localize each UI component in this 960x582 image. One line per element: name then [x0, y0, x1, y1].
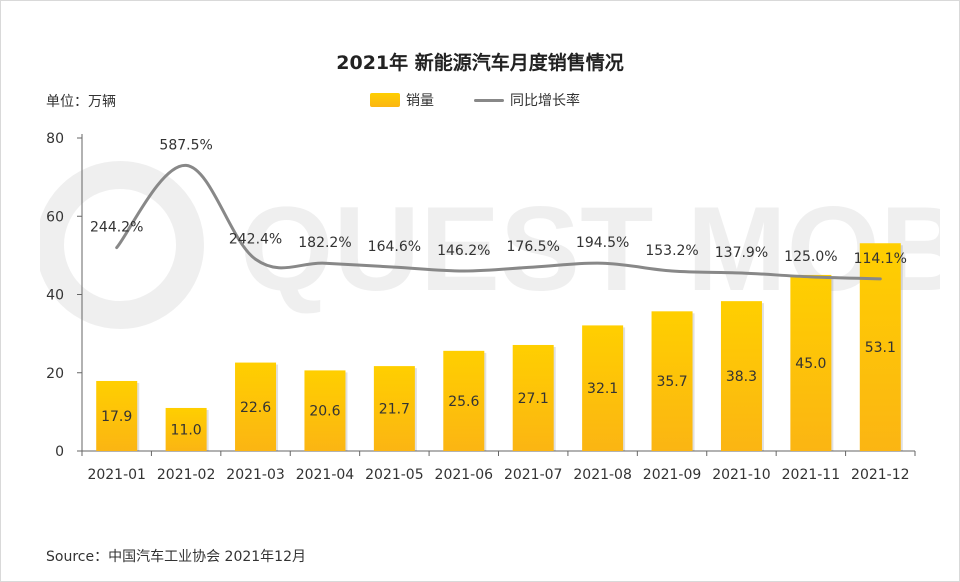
x-tick-label: 2021-04 [296, 467, 355, 483]
unit-label: 单位：万辆 [46, 94, 116, 110]
bar-value-label: 32.1 [587, 381, 618, 397]
x-tick-label: 2021-01 [87, 467, 146, 483]
bar-value-label: 53.1 [865, 340, 896, 356]
x-tick-label: 2021-10 [712, 467, 771, 483]
growth-value-label: 176.5% [507, 239, 560, 255]
growth-value-label: 114.1% [854, 251, 907, 267]
bar-value-label: 17.9 [101, 409, 132, 425]
bar-value-label: 21.7 [379, 402, 410, 418]
growth-value-label: 244.2% [90, 220, 143, 236]
bar [582, 325, 624, 451]
growth-value-label: 164.6% [368, 239, 421, 255]
bar [720, 301, 762, 451]
y-tick-label: 60 [46, 209, 64, 225]
growth-value-label: 146.2% [437, 243, 490, 259]
x-tick-label: 2021-06 [435, 467, 494, 483]
growth-value-label: 242.4% [229, 231, 282, 247]
x-tick-label: 2021-08 [573, 467, 632, 483]
legend-bar-swatch [370, 93, 400, 107]
growth-value-label: 153.2% [645, 243, 698, 259]
bar [304, 370, 346, 451]
bar [165, 407, 207, 451]
x-tick-label: 2021-09 [643, 467, 702, 483]
growth-value-label: 587.5% [159, 137, 212, 153]
chart-title: 2021年 新能源汽车月度销售情况 [336, 52, 624, 74]
x-tick-label: 2021-12 [851, 467, 910, 483]
bar-value-label: 35.7 [656, 374, 687, 390]
x-tick-label: 2021-03 [226, 467, 285, 483]
growth-value-label: 125.0% [784, 249, 837, 265]
bar-value-label: 22.6 [240, 400, 271, 416]
source-note: Source：中国汽车工业协会 2021年12月 [46, 549, 306, 565]
bar [235, 362, 277, 451]
bar-value-label: 25.6 [448, 394, 479, 410]
growth-value-label: 137.9% [715, 245, 768, 261]
y-tick-label: 20 [46, 366, 64, 382]
x-tick-label: 2021-05 [365, 467, 424, 483]
bar-value-label: 27.1 [518, 391, 549, 407]
bar-value-label: 20.6 [309, 404, 340, 420]
bar [96, 380, 138, 451]
bar [443, 350, 485, 451]
bar-value-label: 38.3 [726, 369, 757, 385]
legend-line-swatch [474, 98, 504, 102]
growth-line [115, 163, 882, 281]
legend-line-label: 同比增长率 [510, 93, 580, 109]
bar [373, 366, 415, 451]
x-tick-label: 2021-02 [157, 467, 216, 483]
legend: 销量 同比增长率 [370, 90, 580, 110]
bar [512, 344, 554, 451]
growth-value-label: 194.5% [576, 235, 629, 251]
y-tick-label: 0 [55, 444, 64, 460]
bar-value-label: 45.0 [795, 356, 826, 372]
y-tick-label: 80 [46, 131, 64, 147]
growth-value-label: 182.2% [298, 235, 351, 251]
bar [651, 311, 693, 451]
x-tick-label: 2021-07 [504, 467, 563, 483]
x-tick-label: 2021-11 [782, 467, 841, 483]
y-tick-label: 40 [46, 288, 64, 304]
legend-bar-label: 销量 [406, 93, 434, 109]
bar-value-label: 11.0 [171, 422, 202, 438]
bar [790, 274, 832, 451]
